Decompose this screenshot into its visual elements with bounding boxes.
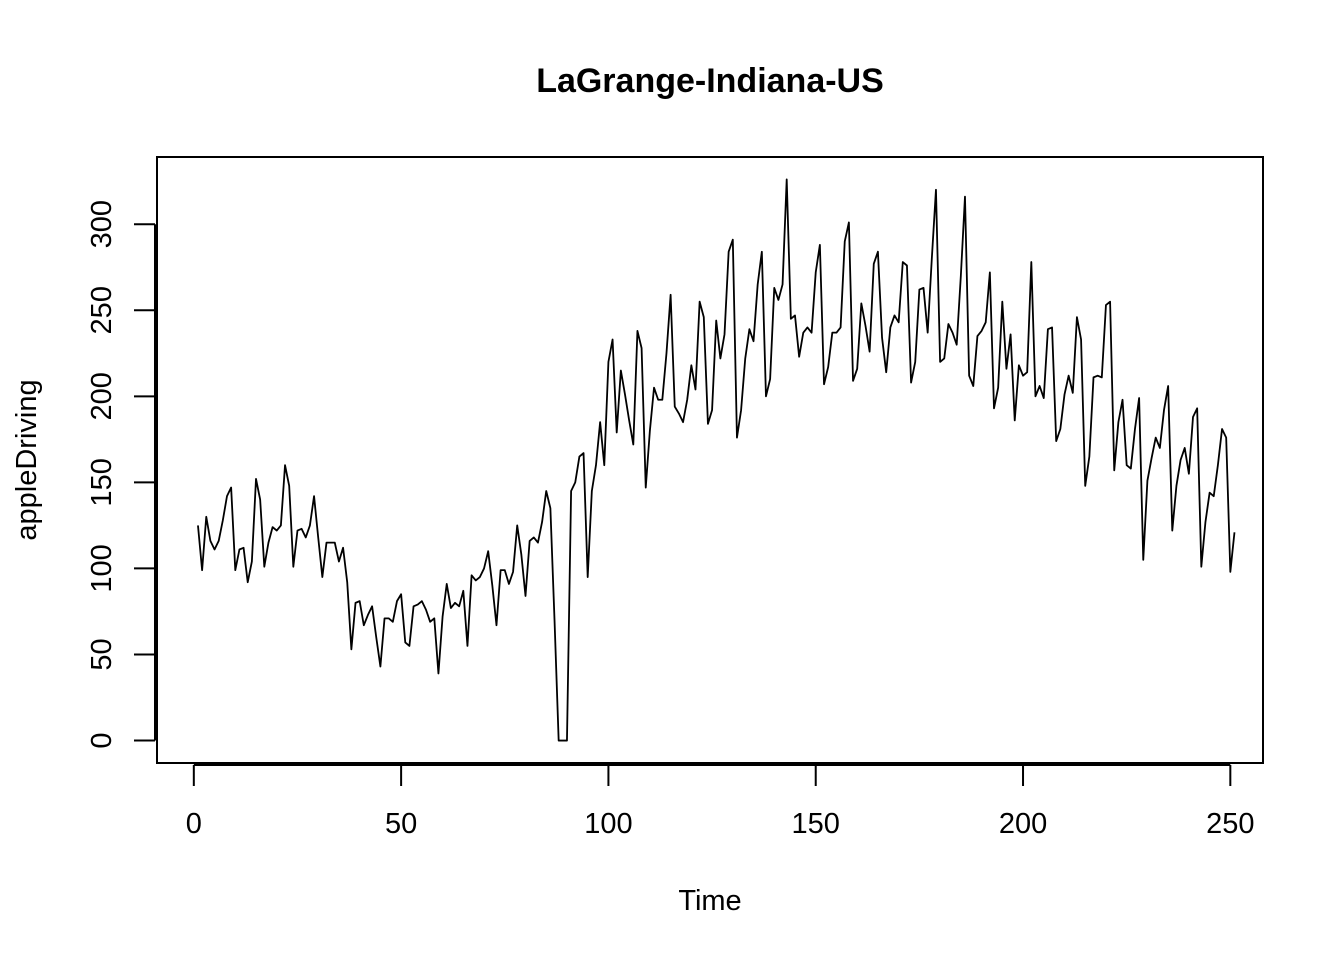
x-tick-label: 150	[792, 808, 840, 840]
x-tick-label: 50	[385, 808, 417, 840]
y-tick-label: 50	[86, 638, 118, 670]
series-line	[197, 178, 1236, 742]
x-tick-label: 200	[999, 808, 1047, 840]
chart-title: LaGrange-Indiana-US	[536, 62, 884, 100]
x-axis-label: Time	[678, 885, 741, 917]
y-axis: 0 50 100 150 200 250 300	[86, 200, 156, 749]
y-axis-label: appleDriving	[11, 379, 43, 540]
x-tick-label: 0	[186, 808, 202, 840]
x-tick-label: 250	[1206, 808, 1254, 840]
y-tick-label: 150	[86, 458, 118, 506]
y-tick-label: 100	[86, 544, 118, 592]
plot-frame	[156, 156, 1264, 764]
y-tick-label: 300	[86, 200, 118, 248]
y-tick-label: 250	[86, 286, 118, 334]
y-tick-label: 200	[86, 372, 118, 420]
x-tick-label: 100	[584, 808, 632, 840]
y-tick-label: 0	[86, 732, 118, 748]
x-axis: 0 50 100 150 200 250	[186, 764, 1255, 840]
